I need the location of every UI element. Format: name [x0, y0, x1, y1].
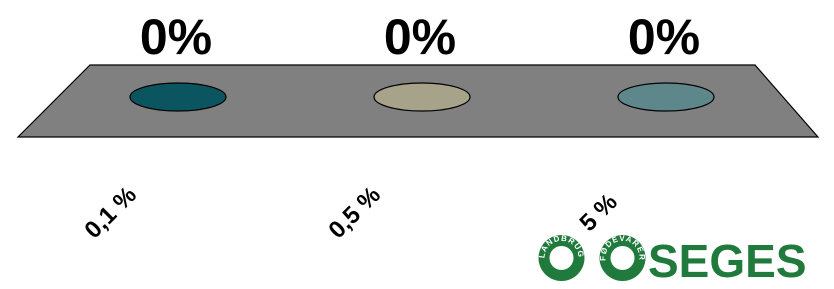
bar — [130, 83, 226, 111]
logo-ring-hole — [550, 246, 574, 270]
logo-ring-hole — [611, 246, 635, 270]
bar — [374, 83, 470, 111]
bar — [618, 83, 714, 111]
logo-text: SEGES — [648, 235, 807, 287]
chart: LANDBRUG FØDEVARER SEGES 0% 0,1 % 0% 0,5 % 0… — [0, 0, 834, 289]
logo: LANDBRUG FØDEVARER SEGES — [537, 234, 806, 287]
value-label: 0% — [140, 9, 212, 65]
value-label: 0% — [384, 9, 456, 65]
x-tick-label: 5 % — [575, 189, 623, 237]
x-tick-label: 0,1 % — [79, 181, 141, 243]
value-label: 0% — [628, 9, 700, 65]
x-tick-label: 0,5 % — [323, 181, 385, 243]
